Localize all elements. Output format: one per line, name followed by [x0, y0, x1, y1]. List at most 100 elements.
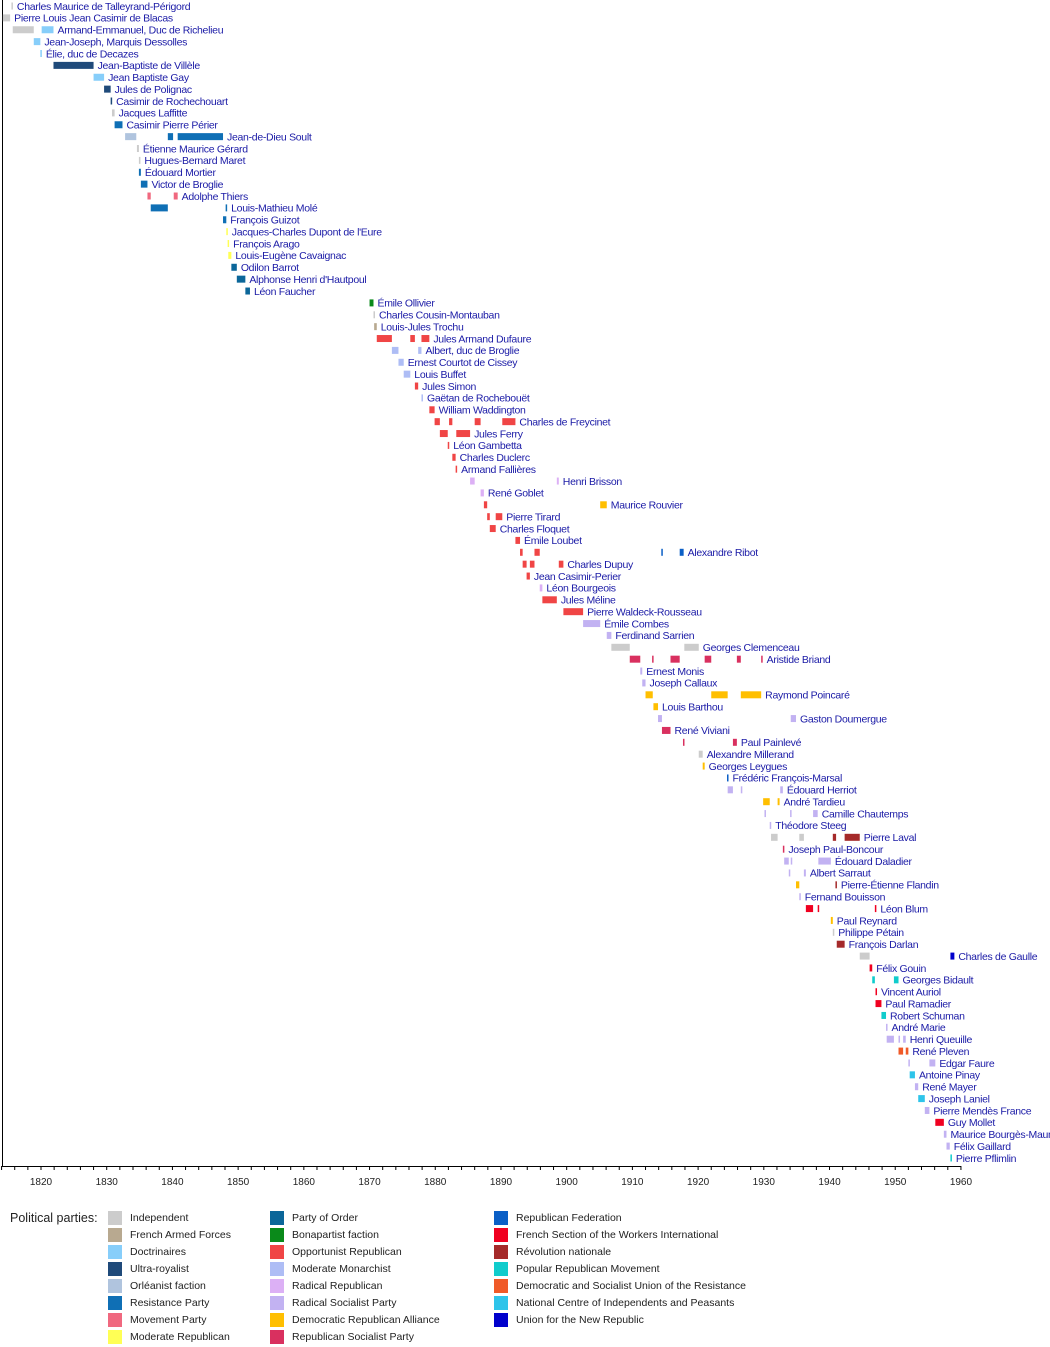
legend-swatch: [270, 1278, 284, 1293]
prime-minister-label: Ferdinand Sarrien: [615, 630, 694, 642]
legend-item: Republican Federation: [494, 1210, 622, 1225]
term-bar: [429, 406, 435, 414]
term-bar: [515, 536, 521, 544]
term-bar: [790, 857, 793, 865]
x-tick-label: 1940: [818, 1177, 841, 1188]
legend-swatch: [270, 1227, 284, 1242]
term-bar: [470, 477, 475, 485]
term-bar: [796, 881, 800, 889]
term-bar: [236, 275, 246, 283]
prime-minister-label: Jean-Baptiste de Villèle: [98, 60, 201, 72]
x-tick-label: 1890: [490, 1177, 513, 1188]
prime-minister-label: René Viviani: [675, 725, 730, 737]
term-bar: [223, 216, 227, 224]
prime-minister-label: Paul Painlevé: [741, 737, 802, 749]
term-bar: [761, 655, 763, 663]
term-bar: [740, 691, 762, 699]
term-bar: [764, 810, 766, 818]
term-bar: [903, 1035, 906, 1043]
term-bar: [225, 204, 228, 212]
prime-minister-label: Jules Ferry: [474, 428, 524, 440]
prime-minister-label: Jules Simon: [422, 381, 476, 393]
term-bar: [480, 489, 484, 497]
legend-label: Révolution nationale: [516, 1245, 612, 1258]
x-tick-label: 1870: [358, 1177, 381, 1188]
term-bar: [502, 418, 516, 426]
prime-minister-label: Georges Bidault: [903, 975, 974, 987]
x-tick-label: 1820: [30, 1177, 53, 1188]
term-bar: [556, 477, 559, 485]
term-bar: [788, 869, 791, 877]
term-bar: [886, 1035, 894, 1043]
term-bar: [832, 928, 835, 936]
term-bar: [147, 192, 151, 200]
prime-minister-label: Fernand Bouisson: [805, 892, 886, 904]
prime-minister-label: Raymond Poincaré: [765, 690, 850, 702]
term-bar: [950, 1154, 952, 1162]
term-bar: [104, 85, 111, 93]
prime-minister-label: Jean-de-Dieu Soult: [227, 131, 312, 143]
term-bar: [474, 418, 481, 426]
term-bar: [653, 703, 659, 711]
term-bar: [799, 893, 801, 901]
prime-minister-label: Antoine Pinay: [919, 1070, 981, 1082]
term-bar: [227, 240, 230, 248]
term-bar: [918, 1095, 925, 1103]
prime-minister-label: William Waddington: [439, 405, 526, 417]
legend-label: Democratic Republican Alliance: [292, 1313, 440, 1326]
prime-minister-label: Albert, duc de Broglie: [425, 345, 519, 357]
legend-label: Resistance Party: [130, 1296, 210, 1309]
legend-label: Opportunist Republican: [292, 1245, 402, 1258]
term-bar: [177, 133, 224, 141]
term-bar: [228, 251, 232, 259]
prime-minister-label: Odilon Barrot: [241, 262, 299, 274]
term-bar: [780, 786, 783, 794]
prime-minister-label: Étienne Maurice Gérard: [143, 142, 248, 155]
prime-ministers-timeline-chart: 1820 1830 1840 1850 1860 1870 1880 1890 1900 1910…: [1, 0, 1050, 1188]
term-bar: [526, 572, 530, 580]
term-bar: [629, 655, 641, 663]
term-bar: [835, 881, 837, 889]
prime-minister-label: René Mayer: [922, 1082, 977, 1094]
prime-minister-label: François Guizot: [230, 215, 299, 227]
term-bar: [421, 335, 430, 343]
term-bar: [110, 97, 113, 105]
prime-minister-label: Casimir Pierre Périer: [126, 120, 218, 132]
legend-item: Doctrinaires: [108, 1244, 186, 1259]
legend-label: Moderate Republican: [130, 1330, 230, 1343]
legend-swatch: [108, 1227, 122, 1242]
term-bar: [231, 263, 237, 271]
legend-swatch: [494, 1210, 508, 1225]
prime-minister-label: Charles Cousin-Montauban: [379, 310, 500, 322]
legend-label: Radical Socialist Party: [292, 1296, 397, 1309]
prime-minister-label: Gaëtan de Rochebouët: [427, 393, 530, 405]
prime-minister-label: Félix Gouin: [876, 963, 926, 975]
legend-label: Democratic and Socialist Union of the Re…: [516, 1279, 746, 1292]
term-bar: [830, 916, 833, 924]
term-bar: [398, 358, 404, 366]
term-bar: [818, 857, 831, 865]
x-tick-label: 1850: [227, 1177, 250, 1188]
x-tick-label: 1920: [687, 1177, 710, 1188]
prime-minister-label: Joseph Callaux: [650, 678, 719, 690]
prime-minister-label: Édouard Mortier: [145, 166, 217, 179]
prime-minister-label: Édouard Herriot: [787, 784, 857, 797]
term-bar: [452, 453, 456, 461]
legend-swatch: [494, 1312, 508, 1327]
prime-minister-label: Adolphe Thiers: [182, 191, 248, 203]
legend-label: Independent: [130, 1211, 189, 1224]
legend-item: Radical Socialist Party: [270, 1295, 396, 1310]
prime-minister-label: Jean Baptiste Gay: [108, 72, 190, 84]
prime-minister-label: Édouard Daladier: [835, 855, 913, 868]
prime-minister-label: Ernest Monis: [646, 666, 704, 678]
term-bar: [449, 418, 453, 426]
prime-minister-label: Alphonse Henri d'Hautpoul: [249, 274, 366, 286]
term-bar: [684, 643, 699, 651]
term-bar: [777, 798, 780, 806]
prime-minister-label: André Tardieu: [784, 796, 846, 808]
term-bar: [534, 548, 540, 556]
prime-minister-label: Léon Faucher: [254, 286, 316, 298]
term-bar: [924, 1106, 930, 1114]
prime-minister-label: François Darlan: [849, 939, 919, 951]
term-bar: [611, 643, 630, 651]
